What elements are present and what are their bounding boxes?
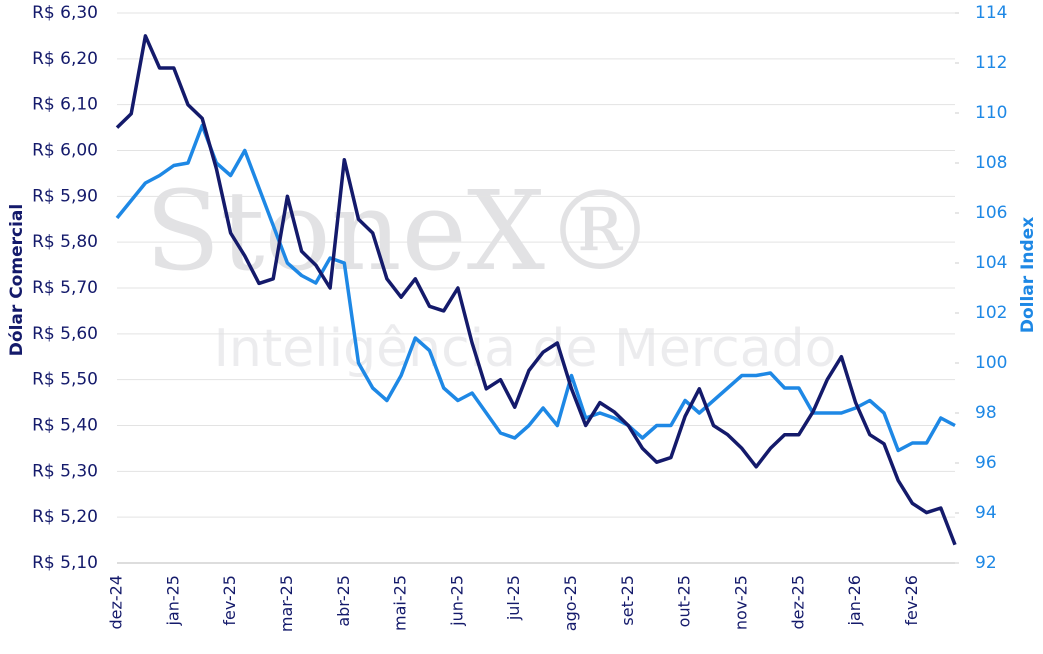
y2-tick-label: 108 [975, 153, 1007, 173]
x-tick-label: jan-25 [163, 575, 182, 627]
x-tick-label: fev-25 [220, 575, 239, 626]
y2-tick-label: 104 [975, 253, 1007, 273]
y-tick-label: R$ 6,10 [32, 95, 98, 115]
y2-tick-label: 92 [975, 553, 997, 573]
x-tick-label: jan-26 [845, 575, 864, 627]
y-tick-label: R$ 6,00 [32, 141, 98, 161]
y-tick-label: R$ 5,80 [32, 232, 98, 252]
watermark-text: Inteligência de Mercado [214, 319, 837, 379]
y-tick-label: R$ 5,90 [32, 186, 98, 206]
x-tick-label: out-25 [675, 575, 694, 627]
y-tick-label: R$ 5,20 [32, 507, 98, 527]
y2-tick-label: 100 [975, 353, 1007, 373]
x-tick-label: nov-25 [731, 575, 750, 630]
y2-tick-label: 102 [975, 303, 1007, 323]
y2-tick-label: 110 [975, 103, 1007, 123]
y2-tick-label: 106 [975, 203, 1007, 223]
y-tick-label: R$ 6,30 [32, 3, 98, 23]
y-tick-label: R$ 6,20 [32, 49, 98, 69]
y-tick-label: R$ 5,40 [32, 416, 98, 436]
x-tick-label: jun-25 [447, 575, 466, 627]
y2-tick-label: 94 [975, 503, 997, 523]
x-tick-label: abr-25 [334, 575, 353, 627]
x-tick-label: set-25 [618, 575, 637, 626]
x-tick-label: mai-25 [391, 575, 410, 631]
x-tick-label: fev-26 [902, 575, 921, 626]
y-tick-label: R$ 5,50 [32, 370, 98, 390]
x-tick-label: ago-25 [561, 575, 580, 631]
y-tick-label: R$ 5,70 [32, 278, 98, 298]
y-axis-title: Dólar Comercial [7, 204, 27, 356]
x-tick-label: dez-25 [788, 575, 807, 630]
y2-tick-label: 96 [975, 453, 997, 473]
x-tick-label: jul-25 [504, 575, 523, 621]
y-tick-label: R$ 5,60 [32, 324, 98, 344]
y2-tick-label: 112 [975, 53, 1007, 73]
y-tick-label: R$ 5,10 [32, 553, 98, 573]
y2-axis-title: Dollar Index [1018, 217, 1038, 333]
series-line [115, 123, 956, 453]
y-tick-label: R$ 5,30 [32, 461, 98, 481]
series-line [115, 34, 957, 546]
x-tick-label: mar-25 [277, 575, 296, 632]
x-tick-label: dez-24 [107, 575, 126, 630]
y2-tick-label: 98 [975, 403, 997, 423]
y2-tick-label: 114 [975, 3, 1007, 23]
